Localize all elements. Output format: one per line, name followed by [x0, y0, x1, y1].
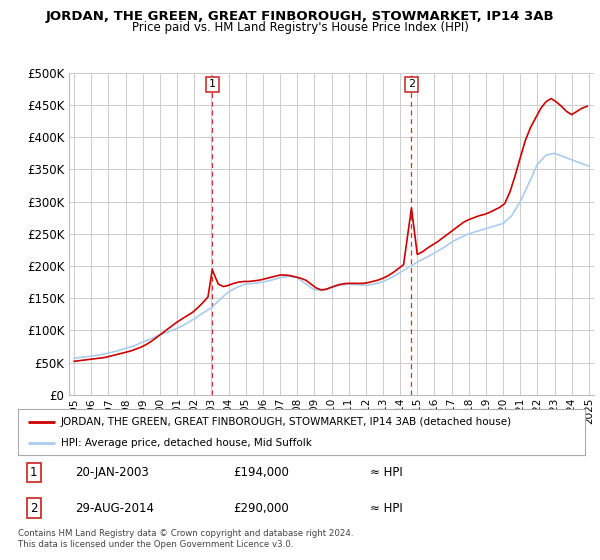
Text: £290,000: £290,000: [233, 502, 289, 515]
Text: Contains HM Land Registry data © Crown copyright and database right 2024.
This d: Contains HM Land Registry data © Crown c…: [18, 529, 353, 549]
Text: 2: 2: [408, 80, 415, 90]
Text: ≈ HPI: ≈ HPI: [370, 466, 402, 479]
Text: HPI: Average price, detached house, Mid Suffolk: HPI: Average price, detached house, Mid …: [61, 438, 311, 448]
Text: 20-JAN-2003: 20-JAN-2003: [75, 466, 148, 479]
Text: Price paid vs. HM Land Registry's House Price Index (HPI): Price paid vs. HM Land Registry's House …: [131, 21, 469, 34]
Text: 1: 1: [30, 466, 38, 479]
Text: 1: 1: [209, 80, 216, 90]
Text: 29-AUG-2014: 29-AUG-2014: [75, 502, 154, 515]
Text: JORDAN, THE GREEN, GREAT FINBOROUGH, STOWMARKET, IP14 3AB (detached house): JORDAN, THE GREEN, GREAT FINBOROUGH, STO…: [61, 417, 512, 427]
Text: ≈ HPI: ≈ HPI: [370, 502, 402, 515]
Text: JORDAN, THE GREEN, GREAT FINBOROUGH, STOWMARKET, IP14 3AB: JORDAN, THE GREEN, GREAT FINBOROUGH, STO…: [46, 10, 554, 23]
Text: 2: 2: [30, 502, 38, 515]
Text: £194,000: £194,000: [233, 466, 289, 479]
